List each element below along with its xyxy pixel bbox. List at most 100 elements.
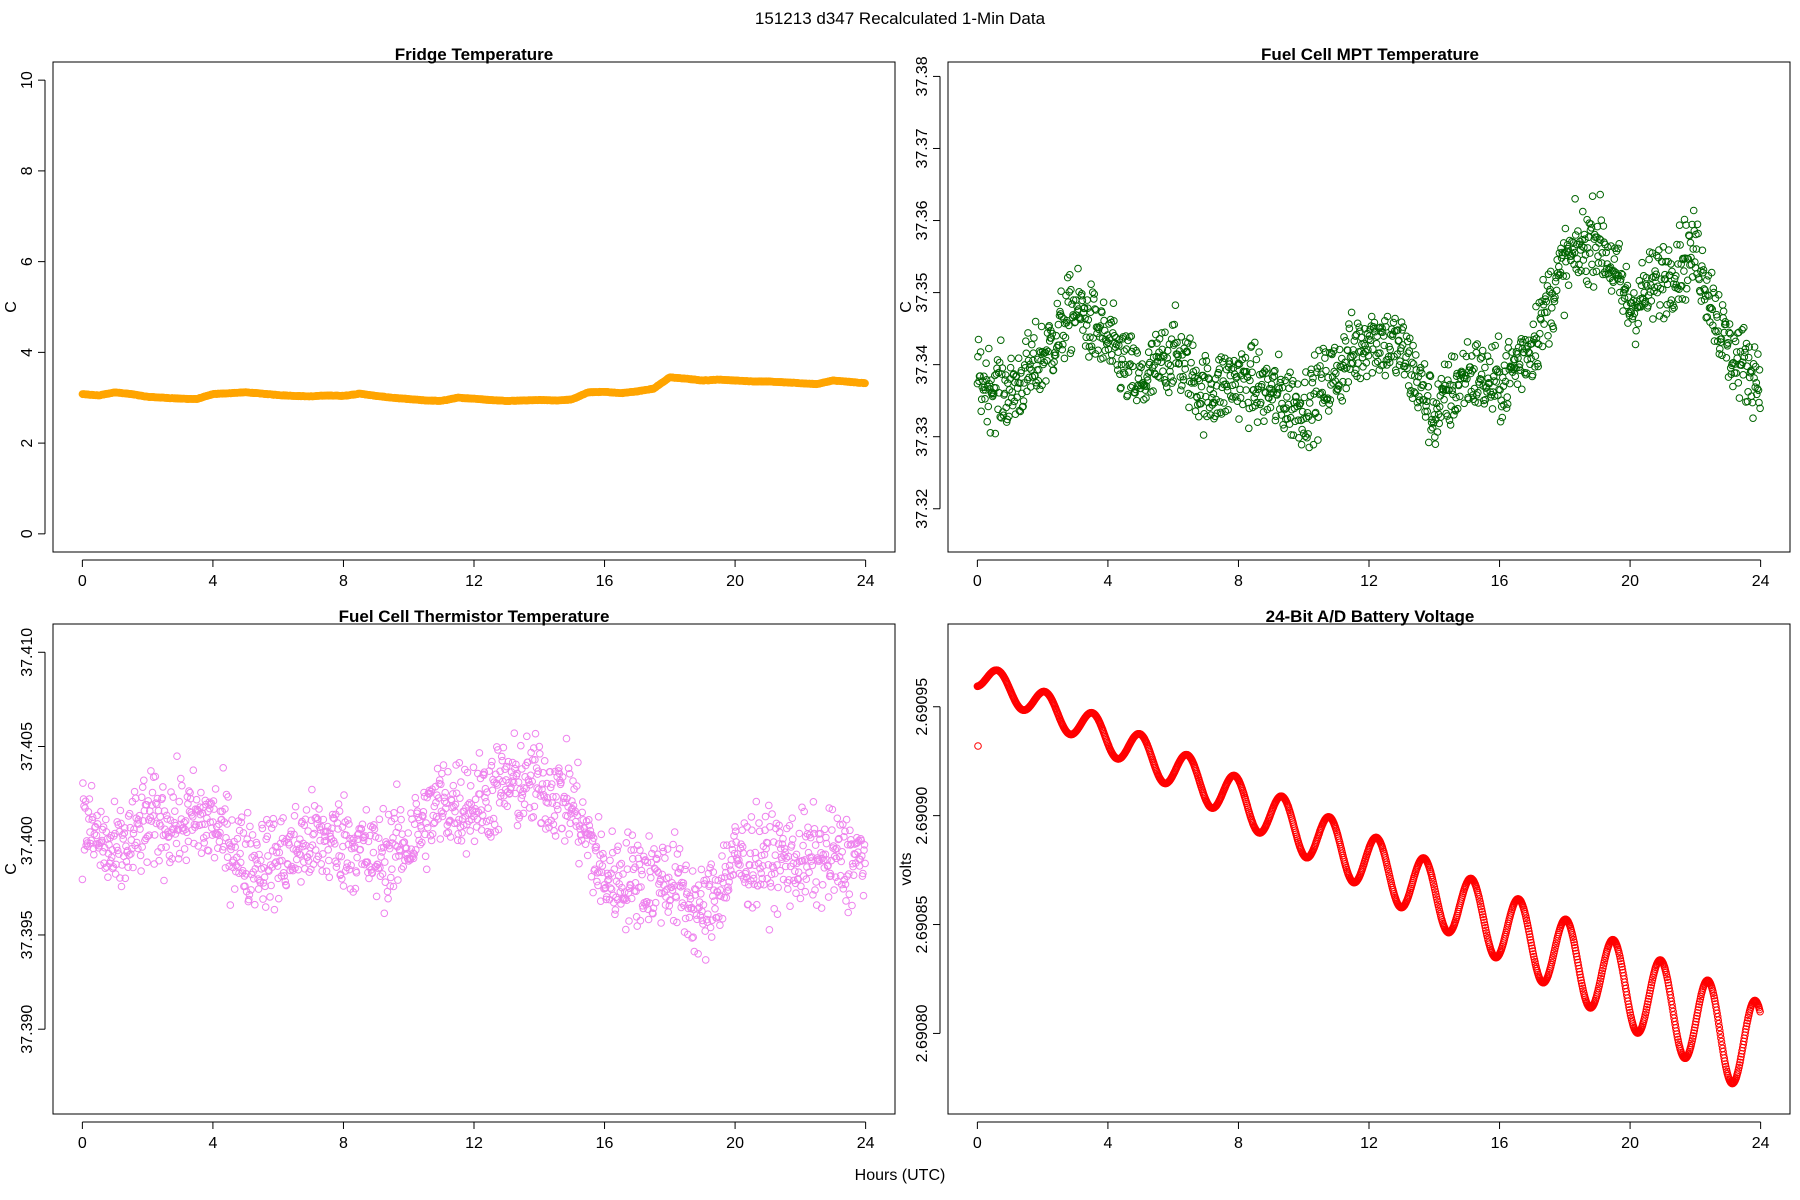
data-point	[218, 807, 226, 816]
data-point	[295, 850, 304, 858]
data-point	[470, 837, 479, 846]
data-point	[1740, 353, 1749, 361]
data-point	[809, 798, 818, 806]
data-point	[1551, 277, 1560, 286]
data-point	[513, 821, 522, 830]
data-point	[1201, 351, 1210, 360]
data-point	[294, 840, 302, 849]
data-point	[228, 816, 236, 824]
data-point	[102, 815, 110, 824]
data-point	[1324, 373, 1332, 382]
data-point	[604, 871, 613, 880]
data-point	[786, 902, 794, 911]
data-point	[1550, 297, 1559, 306]
data-point	[1236, 394, 1245, 402]
data-point	[717, 874, 726, 883]
data-point	[1428, 423, 1437, 432]
data-point	[1306, 392, 1315, 400]
data-point	[260, 873, 269, 882]
data-point	[325, 873, 334, 882]
data-point	[455, 759, 464, 767]
data-point	[1620, 294, 1629, 303]
data-point	[1057, 287, 1065, 296]
data-point	[830, 886, 838, 894]
data-point	[1158, 329, 1166, 337]
data-point	[1369, 345, 1377, 354]
y-tick-label: 4	[19, 348, 36, 357]
data-point	[833, 844, 841, 853]
data-point	[1119, 369, 1128, 377]
data-point	[1672, 272, 1680, 280]
data-point	[140, 776, 148, 785]
x-tick-label: 24	[857, 1135, 875, 1152]
data-point	[1558, 248, 1566, 257]
data-point	[1412, 351, 1420, 359]
data-point	[690, 947, 699, 956]
data-point	[314, 815, 322, 824]
data-point	[1339, 377, 1347, 386]
data-point	[645, 899, 654, 907]
data-point	[1718, 301, 1727, 309]
data-point	[1014, 354, 1023, 363]
data-point	[1303, 409, 1312, 417]
data-point	[1722, 320, 1730, 329]
data-point	[171, 830, 180, 838]
data-point	[150, 831, 159, 839]
data-point	[317, 860, 326, 868]
data-point	[1539, 275, 1547, 284]
data-point	[1562, 257, 1570, 266]
data-point	[394, 823, 403, 832]
data-point	[488, 786, 497, 795]
data-point	[258, 820, 266, 829]
data-point	[1274, 383, 1282, 391]
data-point	[138, 783, 147, 792]
data-point	[1630, 289, 1638, 297]
data-point	[1324, 407, 1333, 415]
data-point	[127, 850, 135, 858]
data-point	[265, 819, 274, 828]
data-point	[1321, 354, 1329, 362]
data-point	[1169, 377, 1177, 385]
data-point	[579, 798, 587, 806]
x-tick-label: 12	[465, 1135, 483, 1152]
data-point	[1057, 312, 1066, 321]
data-point	[93, 811, 101, 820]
data-point	[1486, 357, 1494, 366]
data-point	[189, 813, 197, 821]
data-point	[1143, 376, 1152, 385]
data-point	[1723, 342, 1732, 350]
data-point	[1508, 348, 1516, 356]
data-point	[792, 850, 801, 859]
data-point	[1531, 352, 1540, 360]
data-point	[1614, 244, 1622, 253]
data-point	[1414, 403, 1422, 412]
data-point	[1738, 326, 1746, 334]
data-point	[322, 836, 330, 845]
data-point	[529, 813, 538, 821]
data-point	[814, 855, 823, 864]
data-point	[728, 840, 736, 849]
data-point	[682, 861, 690, 870]
data-point	[211, 785, 220, 793]
data-point	[1673, 240, 1681, 249]
data-point	[749, 871, 757, 879]
data-point	[1728, 359, 1737, 368]
data-point	[630, 846, 638, 854]
data-point	[1581, 235, 1589, 243]
data-point	[1340, 333, 1348, 341]
data-point	[637, 866, 646, 875]
data-point	[362, 806, 371, 814]
data-point	[1024, 356, 1033, 365]
data-point	[390, 809, 398, 817]
data-point	[1464, 395, 1473, 404]
data-point	[1726, 329, 1734, 338]
x-tick-label: 8	[1234, 1135, 1243, 1152]
data-point	[1259, 408, 1268, 416]
data-point	[217, 815, 226, 824]
data-point	[129, 829, 138, 838]
data-point	[1400, 370, 1409, 379]
data-point	[998, 370, 1006, 378]
data-point	[1527, 340, 1536, 348]
data-point	[1593, 222, 1602, 231]
data-point	[716, 921, 724, 930]
